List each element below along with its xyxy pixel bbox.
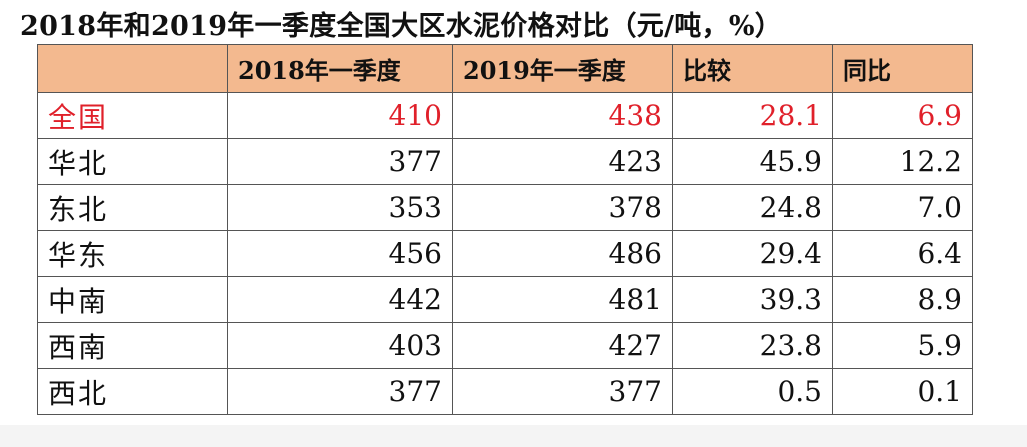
q1-2019-cell: 481 bbox=[452, 276, 673, 323]
region-cell: 华东 bbox=[37, 230, 228, 277]
q1-2019-cell: 377 bbox=[452, 368, 673, 415]
yoy-cell: 6.9 bbox=[832, 92, 973, 139]
header-cell-region bbox=[37, 44, 228, 93]
q1-2019-cell: 427 bbox=[452, 322, 673, 369]
region-cell: 西南 bbox=[37, 322, 228, 369]
q1-2018-cell: 403 bbox=[227, 322, 453, 369]
q1-2018-cell: 410 bbox=[227, 92, 453, 139]
yoy-cell: 6.4 bbox=[832, 230, 973, 277]
q1-2018-cell: 456 bbox=[227, 230, 453, 277]
region-cell: 西北 bbox=[37, 368, 228, 415]
table-row: 中南 442 481 39.3 8.9 bbox=[37, 276, 973, 323]
table-row: 东北 353 378 24.8 7.0 bbox=[37, 184, 973, 231]
region-cell: 中南 bbox=[37, 276, 228, 323]
table-row: 西南 403 427 23.8 5.9 bbox=[37, 322, 973, 369]
diff-cell: 0.5 bbox=[672, 368, 833, 415]
footer-bar bbox=[0, 425, 1027, 447]
diff-cell: 29.4 bbox=[672, 230, 833, 277]
table-row: 华北 377 423 45.9 12.2 bbox=[37, 138, 973, 185]
region-cell: 全国 bbox=[37, 92, 228, 139]
q1-2019-cell: 486 bbox=[452, 230, 673, 277]
price-comparison-table: 2018年一季度 2019年一季度 比较 同比 全国 410 438 28.1 6.9 华… bbox=[37, 44, 973, 415]
yoy-cell: 0.1 bbox=[832, 368, 973, 415]
diff-cell: 45.9 bbox=[672, 138, 833, 185]
diff-cell: 39.3 bbox=[672, 276, 833, 323]
header-cell-diff: 比较 bbox=[672, 44, 833, 93]
q1-2018-cell: 377 bbox=[227, 368, 453, 415]
diff-cell: 28.1 bbox=[672, 92, 833, 139]
header-cell-yoy: 同比 bbox=[832, 44, 973, 93]
yoy-cell: 7.0 bbox=[832, 184, 973, 231]
table-body: 全国 410 438 28.1 6.9 华北 377 423 45.9 12.2 东北 353 378 2… bbox=[37, 92, 973, 415]
diff-cell: 23.8 bbox=[672, 322, 833, 369]
yoy-cell: 12.2 bbox=[832, 138, 973, 185]
table-row: 华东 456 486 29.4 6.4 bbox=[37, 230, 973, 277]
region-cell: 东北 bbox=[37, 184, 228, 231]
table-header-row: 2018年一季度 2019年一季度 比较 同比 bbox=[37, 44, 973, 93]
header-cell-q1-2018: 2018年一季度 bbox=[227, 44, 453, 93]
yoy-cell: 5.9 bbox=[832, 322, 973, 369]
region-cell: 华北 bbox=[37, 138, 228, 185]
q1-2018-cell: 442 bbox=[227, 276, 453, 323]
q1-2018-cell: 353 bbox=[227, 184, 453, 231]
diff-cell: 24.8 bbox=[672, 184, 833, 231]
q1-2019-cell: 423 bbox=[452, 138, 673, 185]
q1-2019-cell: 438 bbox=[452, 92, 673, 139]
chart-title: 2018年和2019年一季度全国大区水泥价格对比（元/吨，%） bbox=[20, 11, 783, 42]
q1-2019-cell: 378 bbox=[452, 184, 673, 231]
yoy-cell: 8.9 bbox=[832, 276, 973, 323]
table-row: 西北 377 377 0.5 0.1 bbox=[37, 368, 973, 415]
q1-2018-cell: 377 bbox=[227, 138, 453, 185]
header-cell-q1-2019: 2019年一季度 bbox=[452, 44, 673, 93]
table-row: 全国 410 438 28.1 6.9 bbox=[37, 92, 973, 139]
